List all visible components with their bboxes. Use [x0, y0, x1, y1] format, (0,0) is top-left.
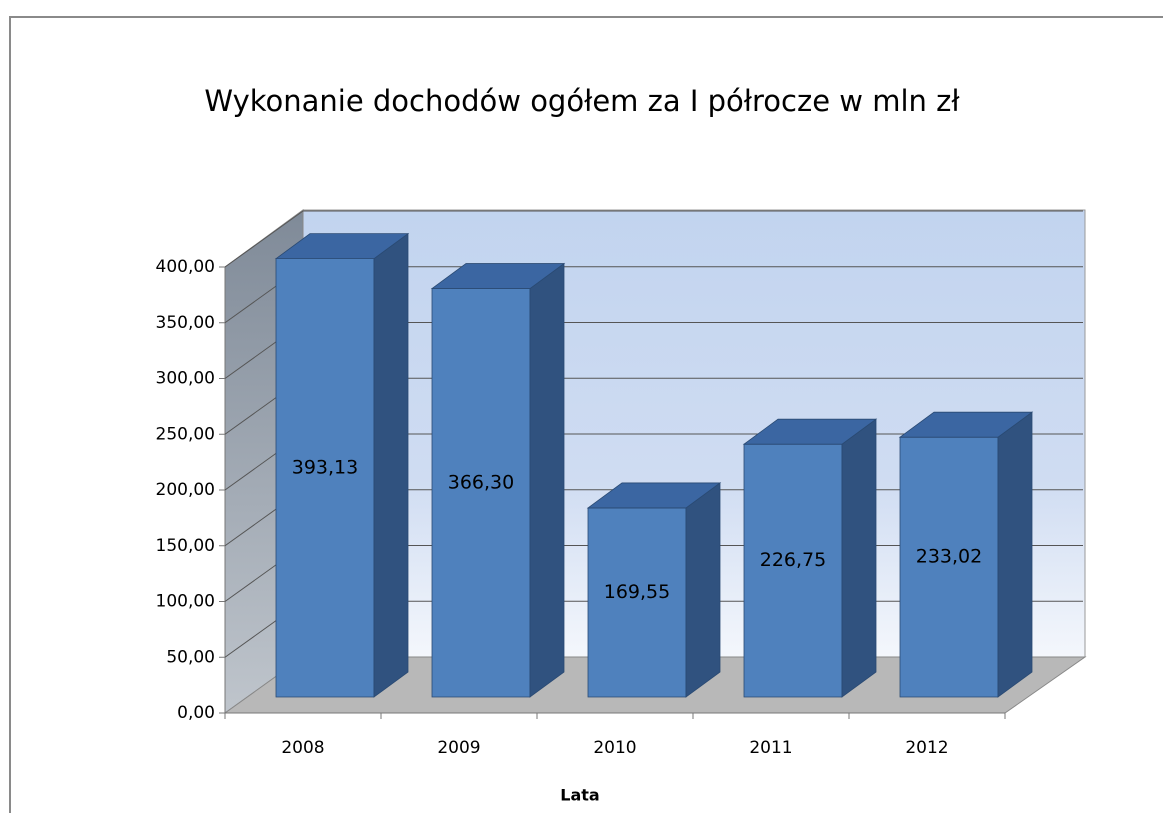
bar	[274, 232, 410, 698]
y-tick-label: 0,00	[177, 703, 215, 723]
value-label: 226,75	[760, 549, 826, 571]
chart-title: Wykonanie dochodów ogółem za I półrocze …	[204, 84, 960, 118]
x-axis-label: Lata	[560, 786, 599, 805]
y-tick-label: 250,00	[156, 424, 215, 444]
bar	[586, 482, 722, 698]
bar-side	[997, 411, 1033, 698]
x-tick-label: 2012	[905, 738, 948, 758]
bar	[430, 262, 566, 698]
grid-line	[224, 210, 304, 268]
y-tick-label: 300,00	[156, 369, 215, 389]
value-label: 169,55	[604, 581, 670, 603]
y-tick-label: 100,00	[156, 592, 215, 612]
bar-top	[586, 482, 722, 509]
y-tick-label: 400,00	[156, 257, 215, 277]
bar-top	[430, 263, 566, 289]
y-tick-label: 50,00	[166, 647, 215, 667]
x-tick-label: 2008	[281, 738, 324, 758]
bar-top	[898, 411, 1034, 438]
bar-side	[685, 482, 721, 698]
bar	[742, 418, 878, 698]
value-label: 366,30	[448, 471, 514, 493]
bar	[898, 411, 1034, 698]
bar-side	[841, 418, 877, 698]
y-tick-label: 150,00	[156, 536, 215, 556]
x-tick-label: 2011	[749, 738, 792, 758]
x-tick-label: 2010	[593, 738, 636, 758]
value-label: 233,02	[916, 546, 982, 568]
chart-border	[9, 16, 1163, 813]
y-tick-label: 350,00	[156, 313, 215, 333]
bar-top	[274, 233, 410, 260]
bar-side	[373, 232, 409, 698]
x-tick-label: 2009	[437, 738, 480, 758]
bar-top	[742, 418, 878, 445]
y-tick-label: 200,00	[156, 480, 215, 500]
value-label: 393,13	[292, 456, 358, 478]
bar-side	[529, 262, 565, 698]
